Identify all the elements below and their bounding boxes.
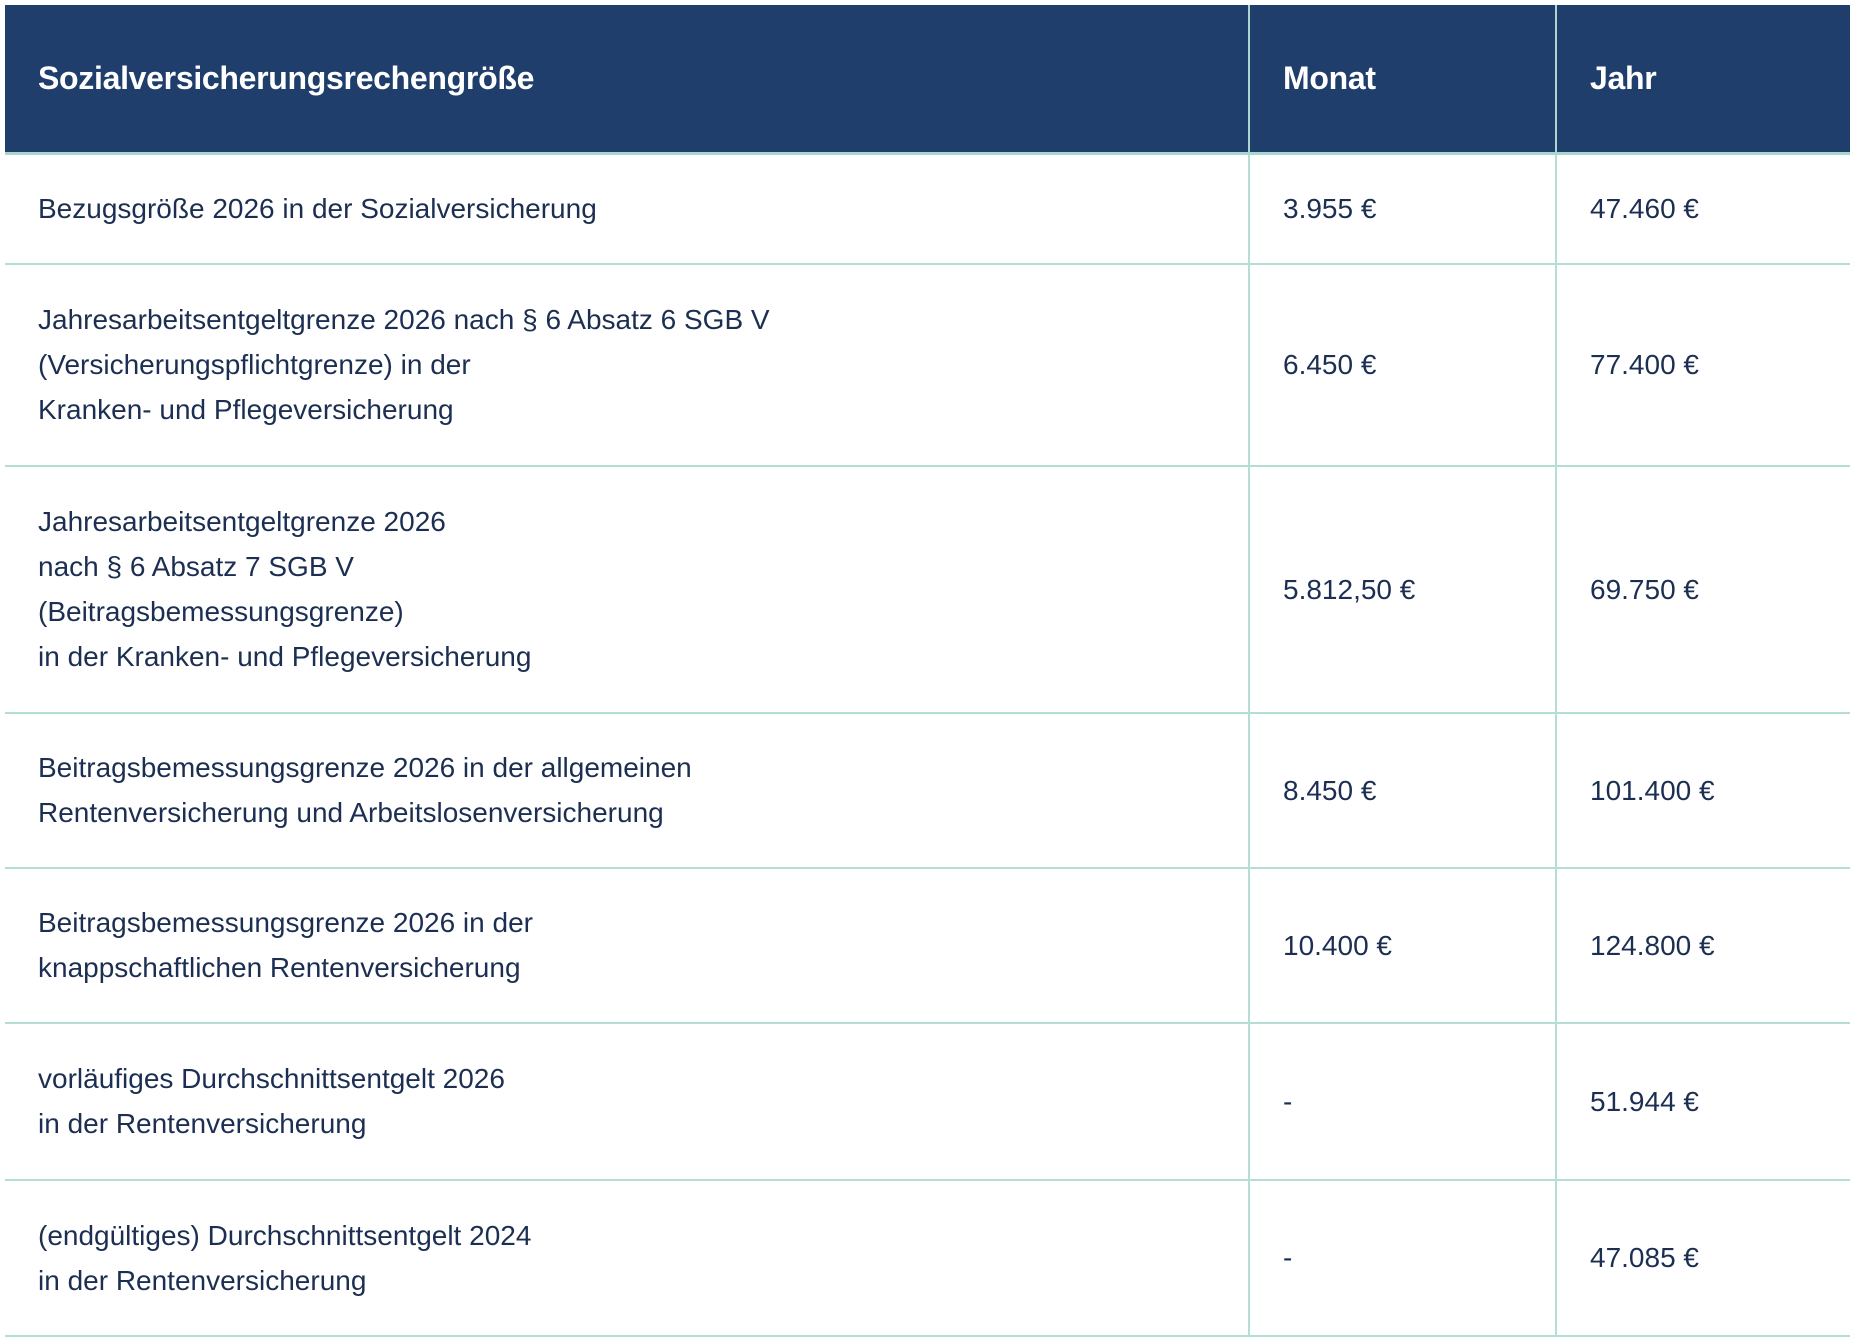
row-label-line: Beitragsbemessungsgrenze 2026 in der [38,907,533,938]
table-row: Bezugsgröße 2026 in der Sozialversicheru… [5,153,1850,265]
row-label-line: vorläufiges Durchschnittsentgelt 2026 [38,1063,505,1094]
row-label: (endgültiges) Durchschnittsentgelt 2024 i… [5,1179,1250,1337]
row-label-line: in der Rentenversicherung [38,1264,367,1296]
table-row: (endgültiges) Durchschnittsentgelt 2024 i… [5,1179,1850,1337]
row-label: Beitragsbemessungsgrenze 2026 in der knap… [5,867,1250,1024]
row-month-value: 6.450 € [1249,263,1557,467]
row-label: vorläufiges Durchschnittsentgelt 2026 in … [5,1022,1250,1181]
row-month-value: - [1249,1179,1557,1337]
row-label-line: in der Rentenversicherung [38,1108,367,1139]
table-row: Beitragsbemessungsgrenze 2026 in der all… [5,712,1850,869]
row-year-value: 47.460 € [1556,153,1850,265]
row-label-line: Beitragsbemessungsgrenze 2026 in der all… [38,752,692,783]
table-row: Beitragsbemessungsgrenze 2026 in der knap… [5,867,1850,1024]
table-row: Jahresarbeitsentgeltgrenze 2026 nach § 6 … [5,465,1850,714]
table-header-row: Sozialversicherungsrechengröße Monat Jah… [5,5,1850,155]
header-month: Monat [1249,5,1557,155]
row-month-value: 10.400 € [1249,867,1557,1024]
row-label-line: (Beitragsbemessungsgrenze) [38,596,404,627]
row-year-value: 51.944 € [1556,1022,1850,1181]
table-row: vorläufiges Durchschnittsentgelt 2026 in … [5,1022,1850,1181]
row-label: Jahresarbeitsentgeltgrenze 2026 nach § 6 … [5,465,1250,714]
row-label: Bezugsgröße 2026 in der Sozialversicheru… [5,153,1250,265]
social-insurance-table: Sozialversicherungsrechengröße Monat Jah… [5,5,1850,1337]
row-month-value: 3.955 € [1249,153,1557,265]
row-year-value: 124.800 € [1556,867,1850,1024]
row-label-line: Jahresarbeitsentgeltgrenze 2026 [38,506,446,537]
row-label-line: Jahresarbeitsentgeltgrenze 2026 nach § 6… [38,304,770,335]
row-month-value: 5.812,50 € [1249,465,1557,714]
header-label: Sozialversicherungsrechengröße [5,5,1250,155]
row-year-value: 47.085 € [1556,1179,1850,1337]
row-month-value: 8.450 € [1249,712,1557,869]
row-label: Jahresarbeitsentgeltgrenze 2026 nach § 6… [5,263,1250,467]
row-month-value: - [1249,1022,1557,1181]
row-label: Beitragsbemessungsgrenze 2026 in der all… [5,712,1250,869]
header-year: Jahr [1556,5,1850,155]
row-year-value: 101.400 € [1556,712,1850,869]
row-year-value: 77.400 € [1556,263,1850,467]
table-row: Jahresarbeitsentgeltgrenze 2026 nach § 6… [5,263,1850,467]
row-label-line: knappschaftlichen Rentenversicherung [38,952,521,983]
row-year-value: 69.750 € [1556,465,1850,714]
row-label-line: Bezugsgröße 2026 in der Sozialversicheru… [38,193,597,225]
row-label-line: in der Kranken- und Pflegeversicherung [38,641,532,672]
row-label-line: nach § 6 Absatz 7 SGB V [38,551,354,582]
row-label-line: (endgültiges) Durchschnittsentgelt 2024 [38,1219,532,1251]
row-label-line: Rentenversicherung und Arbeitslosenversi… [38,797,664,828]
row-label-line: Kranken- und Pflegeversicherung [38,394,454,425]
row-label-line: (Versicherungspflichtgrenze) in der [38,349,471,380]
